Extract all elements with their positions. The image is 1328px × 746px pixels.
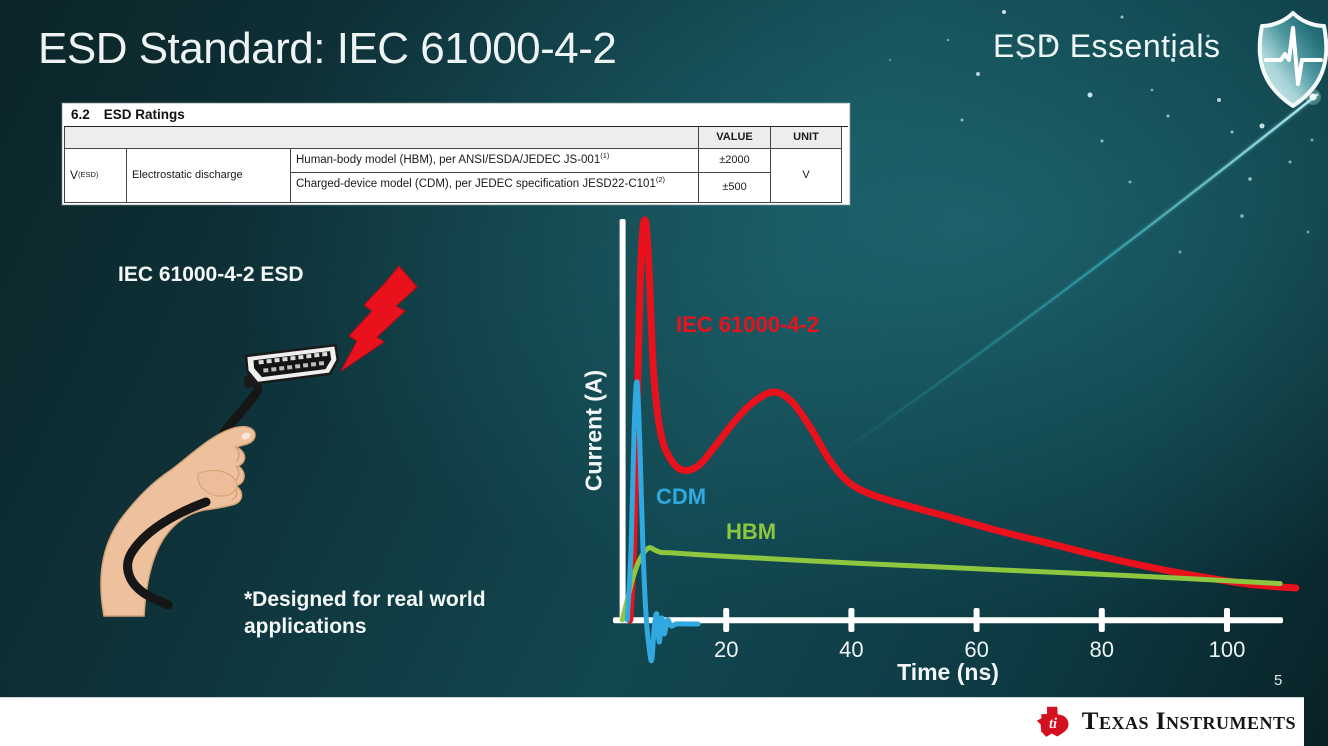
hand [100,425,256,617]
hbm-description-cell: Human-body model (HBM), per ANSI/ESDA/JE… [291,149,699,173]
star-dot [1087,92,1093,98]
star-dot [1020,56,1024,60]
texas-instruments-logo: ti Texas Instruments [1036,698,1296,746]
x-tick [723,608,730,632]
star-dot [1306,230,1310,234]
star-dot [976,72,980,76]
star-dot [1240,214,1244,218]
section-number: 6.2 [71,107,90,122]
heartbeat-pulse-line [1264,26,1323,86]
star-dot [1288,160,1292,164]
connector-pins [258,352,328,373]
esd-ratings-table: 6.2 ESD Ratings VALUE UNIT V (ESD) Electro… [62,103,850,205]
series-label-iec: IEC 61000-4-2 [676,312,820,337]
star-dot [1230,130,1234,134]
waveform-chart: 20 40 60 80 100 [613,216,1300,664]
star-dot [1002,10,1006,14]
x-tick-label: 60 [964,637,988,662]
hbm-value-cell: ±2000 [699,149,771,173]
comet-head [1309,93,1317,101]
ti-bug-icon: ti [1036,706,1069,737]
page-title: ESD Standard: IEC 61000-4-2 [38,24,617,73]
cable-upper [219,385,263,437]
series-curve-HBM [619,545,1283,623]
star-dot [1259,123,1265,129]
unit-cell: V [771,149,842,203]
star-dot [1150,88,1154,92]
star-dot [1120,15,1124,19]
series-label-hbm: HBM [726,519,777,544]
series-curve-IEC 61000-4-2 [626,216,1300,624]
cdm-description-cell: Charged-device model (CDM), per JEDEC sp… [291,173,699,203]
footer-bar: ti Texas Instruments [0,697,1304,746]
x-tick [1224,608,1230,632]
svg-text:ti: ti [1049,716,1057,732]
program-brand-label: ESD Essentials [993,28,1221,64]
star-dot [1128,180,1132,184]
header-blank-cell [65,127,699,149]
x-tick [848,608,855,632]
star-field [838,10,1314,254]
star-dot [960,118,964,122]
x-axis-line [613,617,1283,624]
x-tick-label: 80 [1090,637,1114,662]
comet-streak [829,92,1319,462]
hdmi-connector [243,343,339,388]
ratings-grid: VALUE UNIT V (ESD) Electrostatic discharg… [64,126,848,203]
star-dot [946,38,950,42]
star-dot [1206,34,1210,38]
table-section-title: 6.2 ESD Ratings [63,104,849,126]
y-axis-title: Current (A) [580,369,607,492]
star-dot [1178,250,1182,254]
symbol: V [70,167,79,182]
x-tick-label: 20 [714,637,738,662]
star-dot [1100,139,1104,143]
x-tick-label: 100 [1209,637,1246,662]
series-label-cdm: CDM [656,484,707,509]
x-tick [973,608,980,632]
value-column-header: VALUE [699,127,771,149]
cdm-value-cell: ±500 [699,173,771,203]
star-dot [888,58,892,62]
company-name: Texas Instruments [1081,708,1296,735]
unit-column-header: UNIT [771,127,842,149]
y-axis-line [619,219,626,622]
lightning-bolt-icon [340,265,418,372]
esd-strike-illustration [100,265,418,617]
star-dot [1046,37,1052,43]
star-dot [1248,177,1252,181]
illustration-footnote: *Designed for real world applications [244,588,486,639]
x-tick [1098,608,1105,632]
star-dot [1166,114,1170,118]
star-dot [1310,138,1314,142]
thumb [197,469,238,497]
page-number: 5 [1274,672,1283,689]
parameter-cell: Electrostatic discharge [127,149,291,203]
esd-shield-pulse-icon [1257,11,1328,108]
fingernail [241,432,251,440]
x-tick-label: 40 [839,637,863,662]
symbol-subscript: (ESD) [78,170,99,180]
series-curve-CDM [624,379,701,664]
symbol-cell: V (ESD) [65,149,127,203]
star-dot [1171,58,1175,62]
illustration-caption: IEC 61000-4-2 ESD [118,263,304,286]
star-dot [1217,98,1221,102]
section-name: ESD Ratings [103,107,185,122]
x-axis-title: Time (ns) [897,659,999,685]
cable-lower [123,497,211,610]
